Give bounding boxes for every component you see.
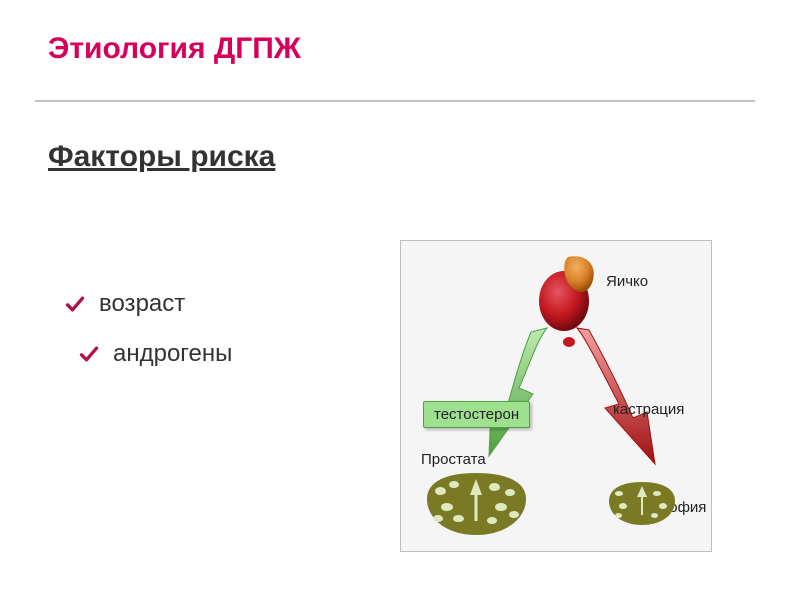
bullet-list: возраст андрогены bbox=[65, 290, 232, 390]
texture-icon bbox=[419, 469, 534, 541]
testis-icon bbox=[534, 249, 606, 334]
prostate-label: Простата bbox=[421, 451, 486, 468]
testis-label: Яичко bbox=[606, 273, 648, 290]
testosterone-box: тестостерон bbox=[423, 401, 530, 428]
check-icon bbox=[79, 344, 99, 364]
artifact-dot-icon bbox=[563, 337, 575, 347]
bullet-text: андрогены bbox=[113, 340, 232, 368]
slide: Этиология ДГПЖ Факторы риска возраст анд… bbox=[0, 0, 800, 600]
castration-label: кастрация bbox=[613, 401, 684, 418]
diagram: Яичко bbox=[400, 240, 712, 552]
arrow-castration-icon bbox=[563, 326, 683, 471]
bullet-item: возраст bbox=[65, 290, 232, 318]
check-icon bbox=[65, 294, 85, 314]
bullet-item: андрогены bbox=[79, 340, 232, 368]
texture-icon bbox=[603, 479, 681, 529]
page-title: Этиология ДГПЖ bbox=[48, 32, 301, 66]
bullet-text: возраст bbox=[99, 290, 185, 318]
divider bbox=[35, 100, 755, 102]
slide-subtitle: Факторы риска bbox=[48, 140, 275, 174]
arrow-testosterone-icon bbox=[451, 326, 571, 461]
